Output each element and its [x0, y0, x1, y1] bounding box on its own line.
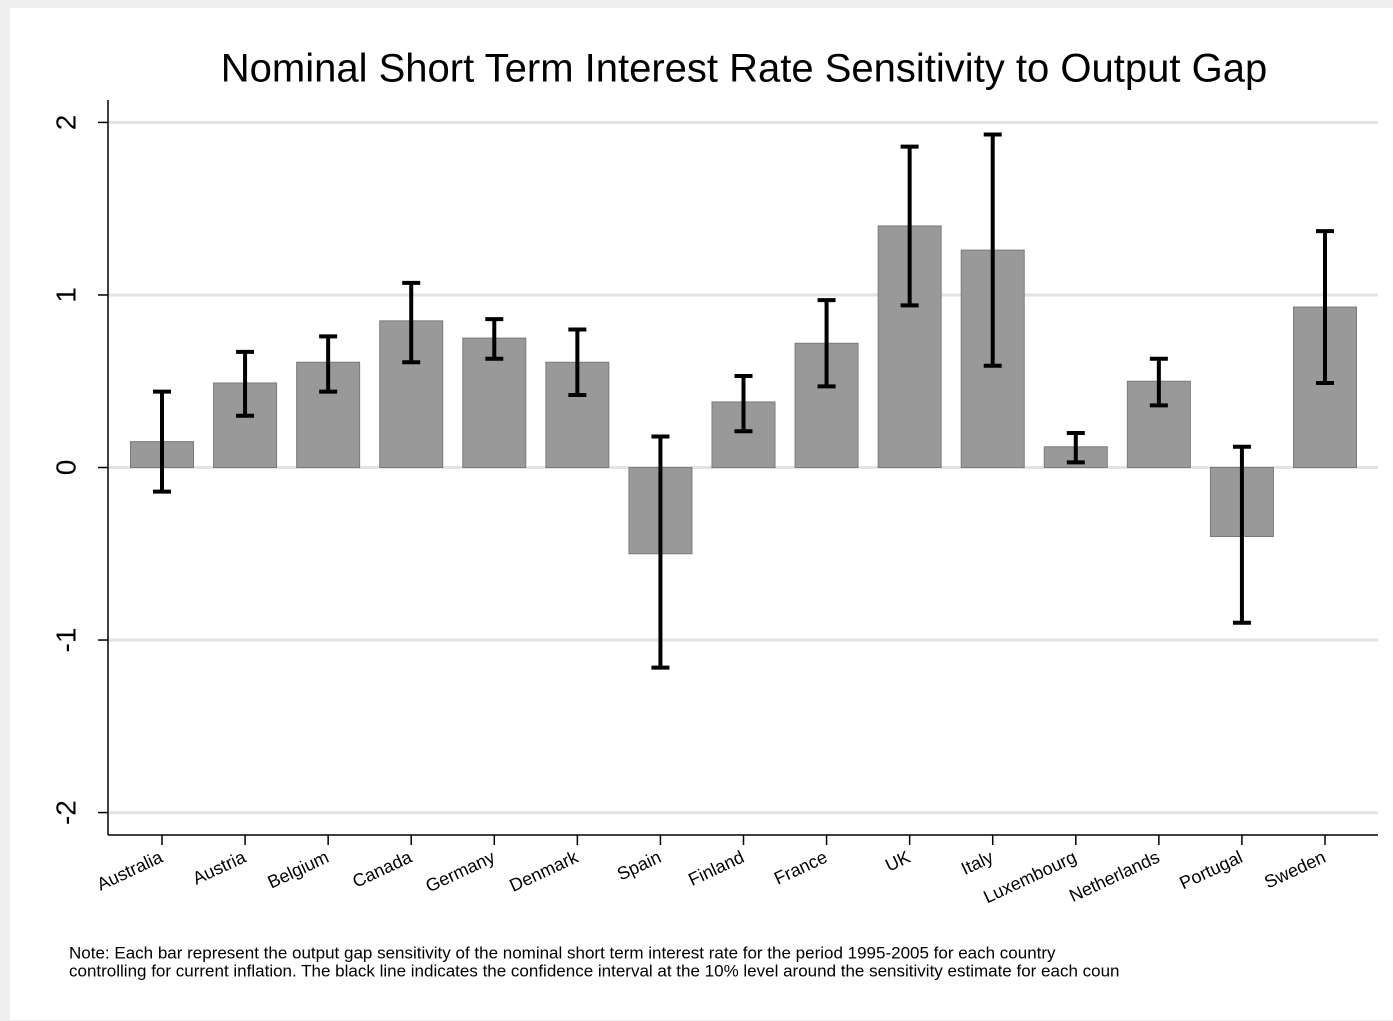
- y-tick-label: 1: [50, 287, 81, 303]
- error-bar: [153, 389, 171, 494]
- y-tick-label: 0: [50, 460, 81, 476]
- error-bar: [1316, 229, 1334, 385]
- error-bar: [319, 334, 338, 394]
- note: Note: Each bar represent the output gap …: [69, 943, 1056, 962]
- panel: [10, 8, 1393, 1020]
- error-bar: [900, 144, 919, 308]
- error-bar: [817, 298, 836, 389]
- error-bar: [402, 280, 421, 365]
- error-bar: [1232, 444, 1251, 625]
- y-tick-label: 2: [50, 115, 81, 131]
- y-tick-label: -1: [50, 628, 81, 653]
- error-bar: [734, 374, 753, 434]
- error-bar: [1149, 356, 1168, 408]
- error-bar: [485, 317, 504, 361]
- error-bar: [651, 434, 670, 670]
- y-tick-label: -2: [50, 800, 81, 825]
- error-bar: [568, 327, 587, 398]
- chart-title: Nominal Short Term Interest Rate Sensiti…: [221, 47, 1267, 91]
- error-bar: [983, 132, 1002, 368]
- error-bar: [236, 349, 255, 418]
- note: controlling for current inflation. The b…: [69, 961, 1120, 980]
- error-bar: [1066, 430, 1085, 465]
